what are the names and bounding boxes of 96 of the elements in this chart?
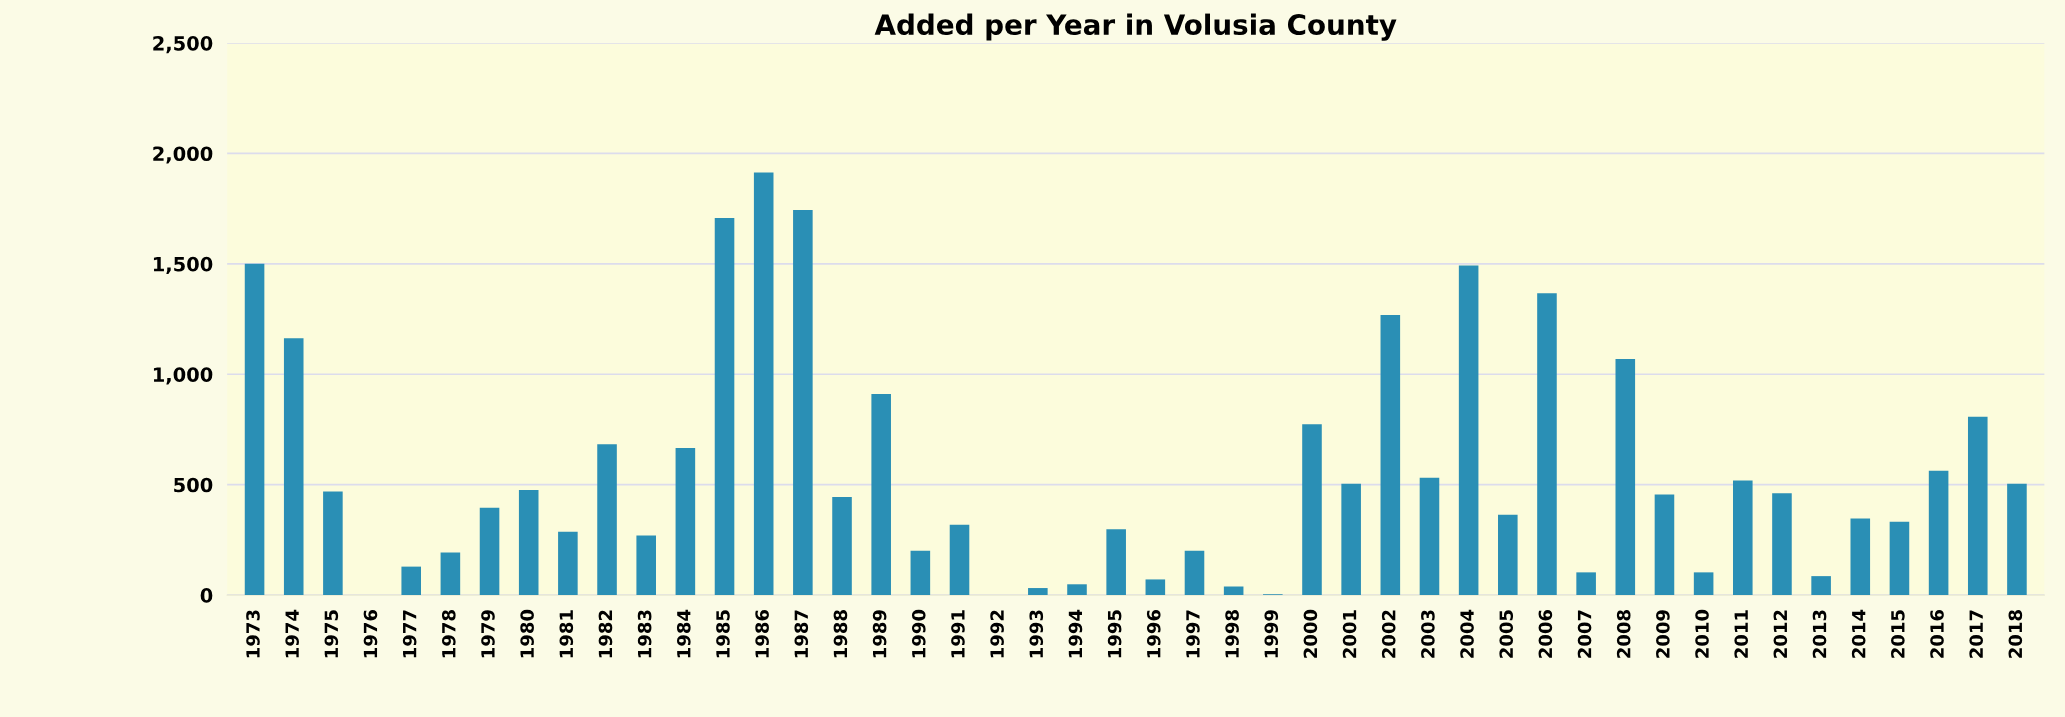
- bar: [1889, 521, 1910, 596]
- x-tick-label: 1978: [441, 610, 456, 658]
- bar: [1772, 493, 1792, 596]
- bar: [1693, 572, 1714, 596]
- bar: [1223, 586, 1244, 596]
- y-tick-label: 0: [200, 588, 213, 603]
- bar: [558, 531, 578, 596]
- x-tick-label: 1977: [402, 610, 417, 658]
- x-tick-label: 2001: [1342, 610, 1357, 658]
- bar: [1967, 416, 1988, 596]
- x-tick-label: 2004: [1460, 609, 1474, 658]
- bar: [1498, 514, 1518, 596]
- x-tick-label: 1974: [285, 609, 299, 658]
- bar: [1850, 518, 1871, 596]
- bar: [714, 217, 735, 596]
- y-tick-label: 500: [174, 477, 213, 493]
- x-tick-label: 2011: [1734, 610, 1749, 658]
- x-tick-label: 1992: [990, 610, 1004, 658]
- bar: [479, 507, 500, 596]
- bar: [1537, 293, 1557, 596]
- bar: [910, 550, 931, 596]
- bar: [1928, 470, 1949, 596]
- x-tick-label: 1975: [324, 610, 339, 658]
- x-tick-label: 2006: [1538, 609, 1553, 658]
- bar: [1028, 588, 1048, 596]
- x-tick-label: 1989: [872, 610, 887, 658]
- bar: [597, 444, 617, 596]
- bar: [949, 524, 970, 596]
- bar: [2007, 483, 2027, 596]
- bar: [1811, 576, 1831, 596]
- bar: [1380, 315, 1401, 596]
- x-tick-label: 1991: [951, 610, 965, 658]
- x-tick-label: 2007: [1577, 610, 1592, 658]
- y-tick-label: 1,500: [153, 256, 213, 275]
- x-tick-label: 1999: [1264, 610, 1279, 658]
- x-tick-label: 1984: [676, 609, 691, 658]
- bar: [753, 172, 774, 596]
- chart-title: Added per Year in Volusia County: [874, 13, 1397, 41]
- x-tick-label: 2012: [1773, 610, 1788, 658]
- bar: [1302, 424, 1322, 596]
- x-tick-label: 1973: [246, 610, 260, 658]
- x-tick-label: 1985: [716, 610, 730, 658]
- bar: [1341, 483, 1361, 596]
- x-tick-label: 1995: [1107, 610, 1122, 658]
- bar: [283, 338, 304, 596]
- x-tick-label: 2014: [1851, 609, 1866, 658]
- bar: [244, 263, 265, 596]
- x-tick-label: 1982: [598, 610, 613, 658]
- bar: [636, 535, 656, 596]
- x-tick-label: 1990: [911, 609, 926, 658]
- bar: [1419, 477, 1440, 596]
- y-tick-label: 2,000: [153, 146, 213, 164]
- bar: [440, 552, 461, 596]
- x-tick-label: 1987: [794, 610, 809, 658]
- bar: [871, 393, 891, 596]
- x-tick-label: 2003: [1421, 610, 1435, 658]
- bar: [1145, 579, 1166, 596]
- x-tick-label: 1979: [481, 610, 495, 658]
- x-tick-label: 1988: [833, 610, 848, 658]
- bar: [675, 448, 696, 596]
- x-tick-label: 2008: [1616, 610, 1631, 658]
- bar: [1576, 572, 1596, 596]
- x-tick-label: 2009: [1656, 610, 1670, 658]
- bar: [401, 566, 422, 596]
- x-tick-label: 1983: [637, 610, 652, 658]
- bar: [1184, 550, 1205, 596]
- x-tick-label: 1993: [1029, 610, 1044, 658]
- y-tick-label: 2,500: [153, 35, 213, 54]
- x-tick-label: 1976: [363, 609, 378, 658]
- bar: [518, 489, 539, 596]
- bar: [1733, 480, 1753, 596]
- y-tick-label: 1,000: [153, 367, 213, 385]
- bar: [793, 209, 813, 596]
- bar: [1067, 584, 1087, 596]
- x-tick-label: 1980: [520, 609, 534, 658]
- x-tick-label: 2018: [2008, 610, 2023, 658]
- x-tick-label: 1981: [559, 610, 574, 658]
- x-tick-label: 1997: [1186, 610, 1200, 658]
- bar: [1615, 359, 1636, 596]
- x-tick-label: 2013: [1812, 610, 1827, 658]
- x-tick-label: 2017: [1969, 610, 1984, 658]
- x-tick-label: 2015: [1891, 610, 1905, 658]
- bar: [1654, 494, 1675, 596]
- x-tick-label: 1986: [755, 609, 769, 658]
- x-tick-label: 2010: [1695, 609, 1709, 658]
- bar: [1458, 265, 1479, 596]
- x-tick-label: 2005: [1499, 610, 1514, 658]
- x-tick-label: 1994: [1068, 609, 1083, 658]
- x-tick-label: 2002: [1381, 610, 1396, 658]
- bar: [832, 497, 852, 596]
- bar: [1106, 529, 1126, 596]
- x-tick-label: 1996: [1146, 609, 1161, 658]
- bar: [323, 491, 343, 596]
- x-tick-label: 1998: [1225, 610, 1239, 658]
- x-tick-label: 2000: [1303, 609, 1318, 658]
- x-tick-label: 2016: [1930, 609, 1944, 658]
